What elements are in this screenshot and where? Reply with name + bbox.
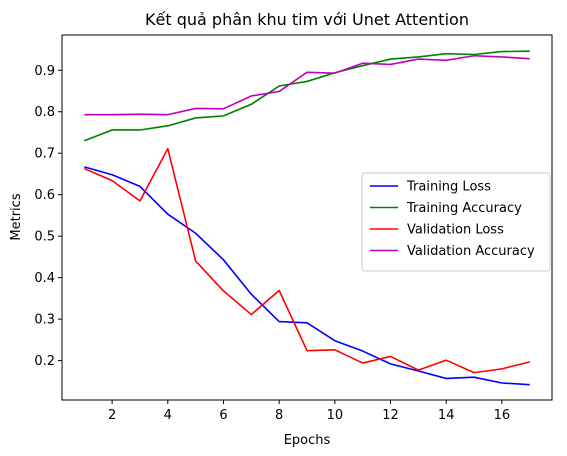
y-axis: 0.2 0.3 0.4 0.5 0.6 0.7 0.8 0.9 bbox=[34, 64, 62, 369]
x-tick-label: 16 bbox=[494, 408, 511, 423]
legend-label: Validation Loss bbox=[407, 223, 504, 238]
x-tick-label: 8 bbox=[275, 408, 283, 423]
y-tick-label: 0.5 bbox=[34, 230, 55, 245]
x-tick-label: 4 bbox=[164, 408, 172, 423]
y-tick-label: 0.2 bbox=[34, 354, 55, 369]
y-tick-label: 0.3 bbox=[34, 313, 55, 328]
y-tick-label: 0.9 bbox=[34, 64, 55, 79]
plot-lines bbox=[83, 50, 530, 386]
x-tick-label: 12 bbox=[382, 408, 399, 423]
x-axis-label: Epochs bbox=[284, 433, 331, 448]
x-tick-label: 6 bbox=[219, 408, 227, 423]
y-tick-label: 0.4 bbox=[34, 271, 55, 286]
series-line-validation-accuracy bbox=[84, 54, 530, 116]
y-axis-label: Metrics bbox=[9, 193, 24, 240]
legend: Training Loss Training Accuracy Validation… bbox=[361, 172, 551, 272]
legend-label: Training Accuracy bbox=[406, 201, 522, 216]
legend-label: Training Loss bbox=[406, 180, 491, 195]
series-line-validation-loss bbox=[83, 147, 530, 374]
y-tick-label: 0.7 bbox=[34, 147, 55, 162]
series-line-training-loss bbox=[84, 166, 530, 386]
x-tick-label: 10 bbox=[327, 408, 344, 423]
x-axis: 2 4 6 8 10 12 14 16 bbox=[108, 400, 510, 423]
legend-box bbox=[361, 172, 551, 272]
series-line-training-accuracy bbox=[83, 50, 530, 142]
x-tick-label: 14 bbox=[438, 408, 455, 423]
y-tick-label: 0.6 bbox=[34, 188, 55, 203]
y-tick-label: 0.8 bbox=[34, 105, 55, 120]
plot-area-frame bbox=[61, 34, 553, 401]
chart-title: Kết quả phân khu tim với Unet Attention bbox=[145, 10, 469, 29]
legend-label: Validation Accuracy bbox=[407, 244, 535, 259]
x-tick-label: 2 bbox=[108, 408, 116, 423]
